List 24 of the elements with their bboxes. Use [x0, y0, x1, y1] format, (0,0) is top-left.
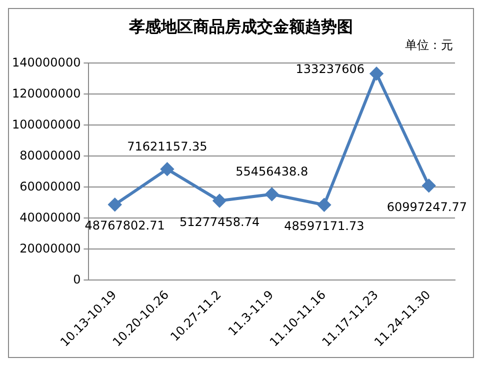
- data-label: 51277458.74: [179, 214, 260, 229]
- y-tick-label: 100000000: [12, 117, 81, 132]
- point: [318, 198, 331, 212]
- data-label: 48767802.71: [84, 218, 165, 233]
- point: [160, 162, 174, 176]
- chart-title: 孝感地区商品房成交金额趋势图: [128, 17, 354, 37]
- point: [422, 179, 436, 192]
- point: [265, 188, 278, 201]
- point: [370, 67, 384, 80]
- y-tick-label: 0: [73, 272, 81, 286]
- y-tick-label: 20000000: [20, 241, 81, 256]
- y-tick-label: 60000000: [20, 179, 81, 194]
- y-tick-label: 80000000: [20, 148, 81, 162]
- y-tick-label: 40000000: [20, 210, 81, 224]
- y-tick-label: 120000000: [12, 86, 81, 100]
- data-label: 60997247.77: [386, 200, 468, 214]
- data-label: 71621157.35: [127, 139, 208, 154]
- point: [213, 194, 226, 208]
- y-tick-label: 140000000: [12, 55, 81, 70]
- data-label: 133237606: [296, 62, 365, 76]
- text: 单位：元: [404, 37, 454, 53]
- data-label: 48597171.73: [284, 218, 364, 233]
- data-label: 55456438.8: [236, 164, 308, 178]
- point: [108, 198, 122, 212]
